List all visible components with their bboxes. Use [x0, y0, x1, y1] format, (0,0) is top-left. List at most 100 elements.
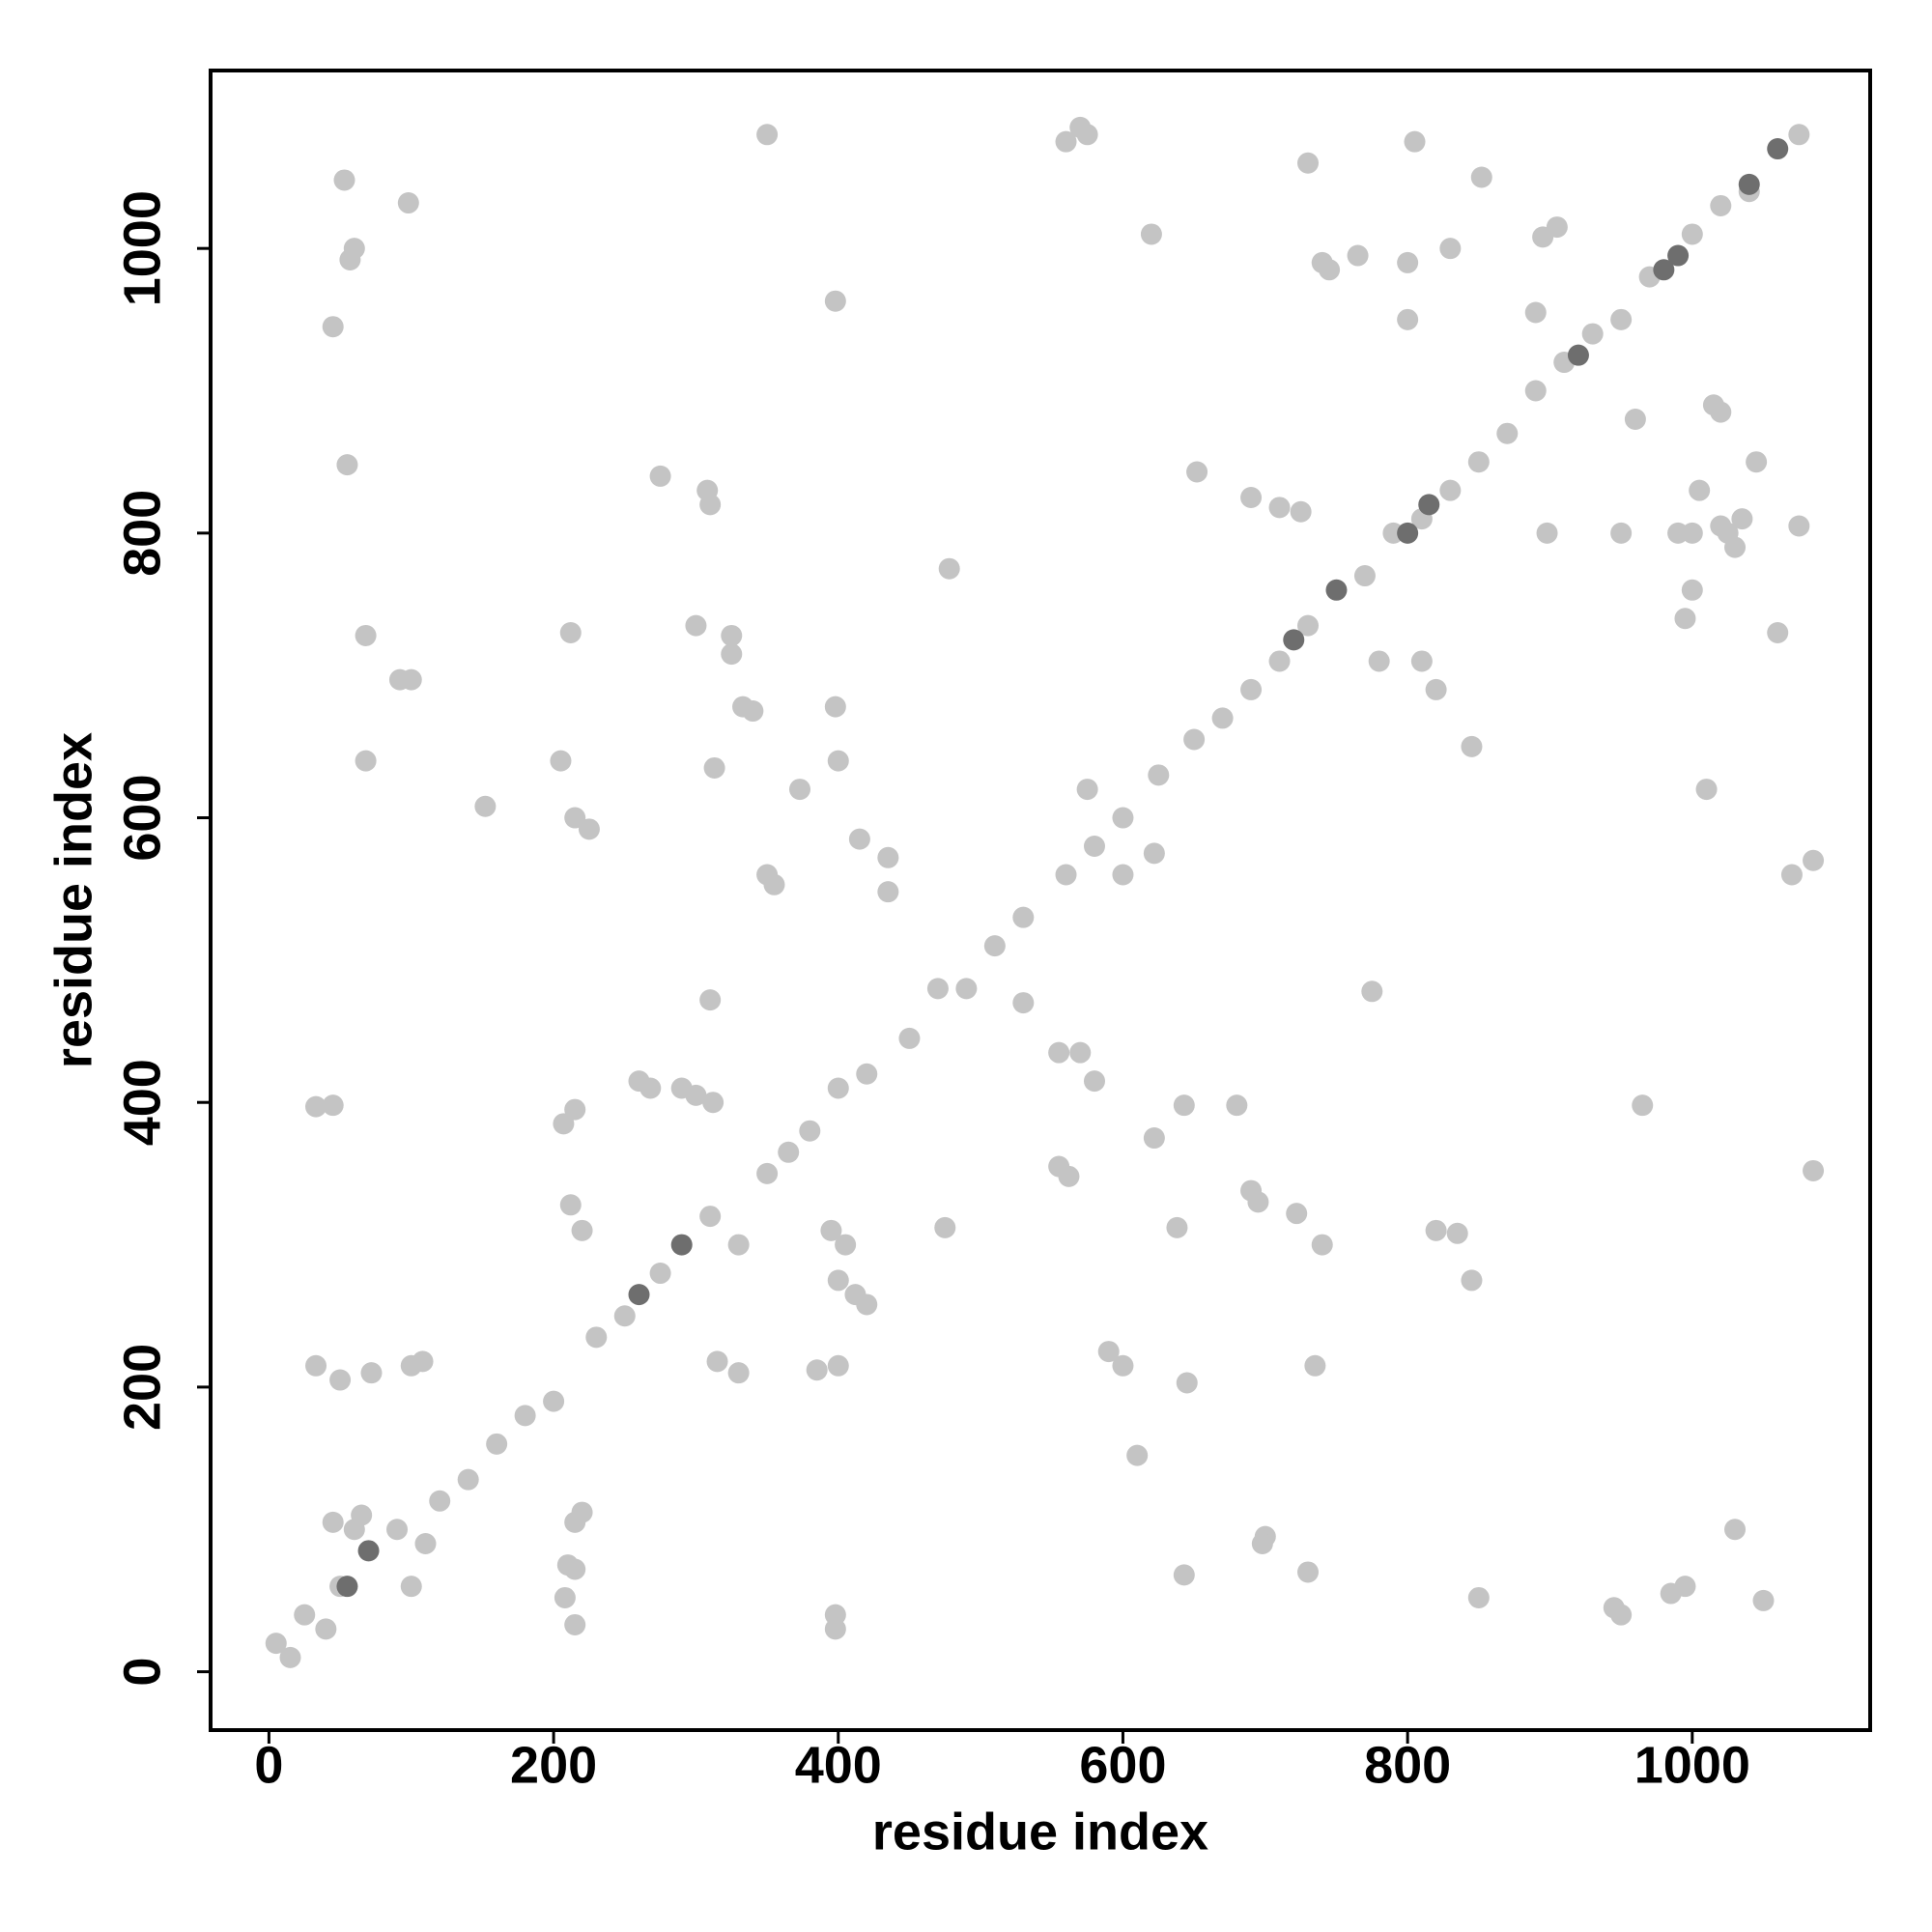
point: [1439, 479, 1462, 501]
point: [1083, 1070, 1105, 1093]
point: [778, 1141, 800, 1163]
point: [1467, 1586, 1490, 1608]
point: [559, 1194, 582, 1216]
point: [1681, 223, 1703, 245]
point: [1788, 515, 1810, 537]
point: [1083, 836, 1105, 858]
point: [400, 1576, 422, 1598]
x-tick-label: 600: [1079, 1736, 1166, 1794]
point: [1710, 401, 1732, 423]
point: [1048, 1041, 1070, 1064]
point: [1012, 992, 1035, 1014]
point: [1674, 1576, 1696, 1598]
point: [1397, 251, 1419, 273]
point: [1653, 259, 1675, 281]
point: [1418, 494, 1440, 516]
point: [1524, 301, 1547, 324]
x-tick-label: 200: [510, 1736, 597, 1794]
point: [265, 1633, 287, 1655]
point: [1297, 614, 1320, 637]
point: [685, 614, 707, 637]
x-tick-label: 800: [1364, 1736, 1451, 1794]
y-tick-label: 400: [113, 1059, 171, 1146]
point: [571, 1219, 593, 1241]
point: [1803, 849, 1825, 871]
point: [1112, 864, 1134, 886]
point: [457, 1468, 479, 1491]
point: [486, 1433, 508, 1455]
point: [357, 1540, 380, 1562]
point: [1610, 308, 1633, 330]
point: [938, 557, 960, 580]
point: [1470, 166, 1492, 188]
point: [1173, 1094, 1195, 1117]
point: [1461, 1269, 1483, 1292]
point: [856, 1063, 878, 1085]
point: [1325, 579, 1348, 601]
point: [322, 316, 344, 338]
point: [1803, 1159, 1825, 1181]
point: [685, 1084, 707, 1106]
point: [1461, 735, 1483, 757]
point: [351, 1504, 373, 1526]
point: [543, 1390, 565, 1412]
point: [1347, 244, 1369, 267]
point: [554, 1586, 576, 1608]
point: [1425, 678, 1447, 700]
point: [1397, 308, 1419, 330]
point: [824, 290, 846, 312]
y-tick-label: 800: [113, 490, 171, 577]
x-tick-label: 1000: [1634, 1736, 1750, 1794]
point: [1226, 1094, 1248, 1117]
point: [1532, 226, 1554, 248]
point: [827, 1077, 849, 1099]
point: [1076, 124, 1098, 146]
point: [1632, 1094, 1654, 1117]
point: [1368, 650, 1390, 672]
point: [1731, 508, 1753, 530]
point: [898, 1027, 921, 1049]
point: [727, 1362, 750, 1384]
point: [1767, 621, 1789, 643]
point: [926, 978, 949, 1000]
point: [1746, 451, 1768, 473]
point: [1148, 764, 1170, 786]
point: [414, 1532, 437, 1554]
point: [1524, 380, 1547, 402]
point: [1176, 1372, 1198, 1394]
point: [1240, 487, 1263, 509]
point: [699, 1206, 722, 1228]
point: [1752, 1589, 1775, 1611]
point: [721, 643, 743, 666]
point: [578, 818, 600, 840]
point: [835, 1234, 857, 1256]
point: [1767, 138, 1789, 160]
point: [1353, 565, 1376, 587]
point: [1738, 173, 1760, 195]
point: [827, 1354, 849, 1377]
y-axis-label: residue index: [44, 732, 102, 1068]
point: [343, 238, 365, 260]
point: [1112, 807, 1134, 829]
point: [1290, 500, 1312, 523]
point: [329, 1369, 352, 1391]
x-tick-label: 400: [795, 1736, 882, 1794]
point: [703, 756, 725, 779]
plot-frame: [209, 69, 1872, 1732]
point: [820, 1219, 842, 1241]
point: [628, 1284, 650, 1306]
point: [1467, 451, 1490, 473]
point: [1667, 522, 1690, 544]
point: [1211, 707, 1234, 729]
point: [727, 1234, 750, 1256]
point: [670, 1234, 693, 1256]
point: [824, 1618, 846, 1640]
point: [649, 465, 671, 487]
point: [1674, 608, 1696, 630]
point: [1240, 678, 1263, 700]
point: [799, 1120, 821, 1142]
x-tick-label: 0: [254, 1736, 283, 1794]
point: [1186, 461, 1208, 483]
point: [1788, 124, 1810, 146]
point: [1055, 130, 1077, 153]
